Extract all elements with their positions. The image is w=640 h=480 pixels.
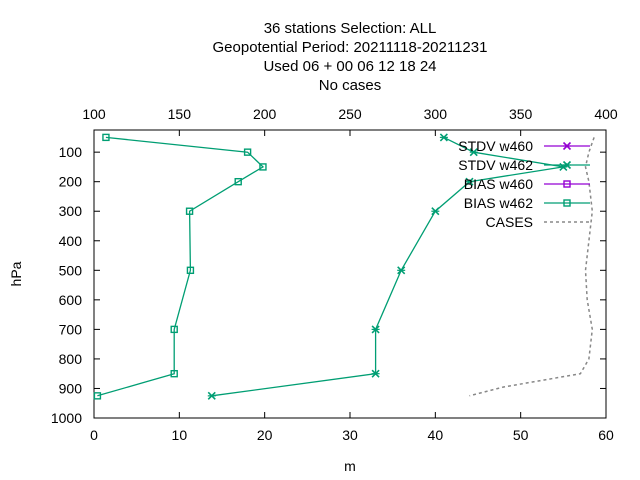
x2-tick-label: 200 xyxy=(253,106,277,122)
x-tick-label: 60 xyxy=(598,427,614,443)
y-axis-label: hPa xyxy=(8,261,24,286)
y-tick-label: 500 xyxy=(59,262,83,278)
data-point xyxy=(563,180,571,188)
x2-tick-label: 350 xyxy=(509,106,533,122)
series-line xyxy=(97,136,265,397)
x2-tick-label: 100 xyxy=(82,106,106,122)
title-line-1: 36 stations Selection: ALL xyxy=(264,20,437,37)
data-point xyxy=(562,141,572,151)
data-point xyxy=(170,325,178,334)
y-tick-label: 200 xyxy=(59,174,83,190)
legend-item: BIAS w460 xyxy=(464,176,590,192)
x-tick-label: 40 xyxy=(428,427,444,443)
legend-label: STDV w460 xyxy=(458,138,533,154)
title-line-4: No cases xyxy=(319,77,382,94)
x2-tick-label: 250 xyxy=(338,106,362,122)
data-point xyxy=(439,133,448,142)
x-tick-label: 30 xyxy=(342,427,358,443)
legend-label: BIAS w460 xyxy=(464,176,533,192)
x2-tick-label: 400 xyxy=(594,106,618,122)
x-tick-label: 10 xyxy=(172,427,188,443)
data-point xyxy=(469,148,478,157)
x2-tick-label: 150 xyxy=(168,106,192,122)
y-tick-label: 800 xyxy=(59,351,83,367)
legend-label: CASES xyxy=(486,214,533,230)
series-cases xyxy=(469,137,595,397)
data-point xyxy=(234,177,242,186)
axis-ticks: 0 10 20 30 40 50 60 100 150 200 250 300 350 400 100 200… xyxy=(51,106,618,443)
y-tick-label: 1000 xyxy=(51,410,82,426)
x-tick-label: 20 xyxy=(257,427,273,443)
y-tick-label: 900 xyxy=(59,380,83,396)
legend-item: CASES xyxy=(486,214,590,230)
data-point xyxy=(102,133,110,142)
y-tick-label: 600 xyxy=(59,292,83,308)
series-line xyxy=(469,137,595,397)
data-point xyxy=(207,391,216,400)
x-tick-label: 50 xyxy=(513,427,529,443)
x-axis-label: m xyxy=(344,458,356,474)
title-line-2: Geopotential Period: 20211118-20211231 xyxy=(213,39,488,56)
data-point xyxy=(465,177,474,186)
series-bias-w462 xyxy=(93,133,267,400)
series-stdv-w462 xyxy=(207,133,568,400)
data-point xyxy=(243,148,252,156)
x-tick-label: 0 xyxy=(90,427,98,443)
legend-item: BIAS w462 xyxy=(464,195,590,211)
data-series xyxy=(93,133,595,400)
data-point xyxy=(397,266,406,275)
y-tick-label: 300 xyxy=(59,203,83,219)
title-line-3: Used 06 + 00 06 12 18 24 xyxy=(263,58,436,75)
data-point xyxy=(186,266,195,275)
legend: STDV w460 STDV w462 BIAS w460 BIAS w462 CASE… xyxy=(458,138,590,230)
y-tick-label: 700 xyxy=(59,321,83,337)
chart-title: 36 stations Selection: ALL Geopotential … xyxy=(213,20,488,94)
data-point xyxy=(371,369,380,378)
y-tick-label: 400 xyxy=(59,233,83,249)
x2-tick-label: 300 xyxy=(424,106,448,122)
data-point xyxy=(431,207,440,216)
data-point xyxy=(371,325,380,334)
data-point xyxy=(93,392,102,400)
y-tick-label: 100 xyxy=(59,144,83,160)
legend-label: BIAS w462 xyxy=(464,195,533,211)
data-point xyxy=(562,160,572,170)
legend-item: STDV w460 xyxy=(458,138,590,154)
data-point xyxy=(170,369,178,378)
data-point xyxy=(185,207,194,215)
data-point xyxy=(563,199,571,207)
data-point xyxy=(259,163,267,171)
legend-label: STDV w462 xyxy=(458,157,533,173)
legend-item: STDV w462 xyxy=(458,157,590,173)
